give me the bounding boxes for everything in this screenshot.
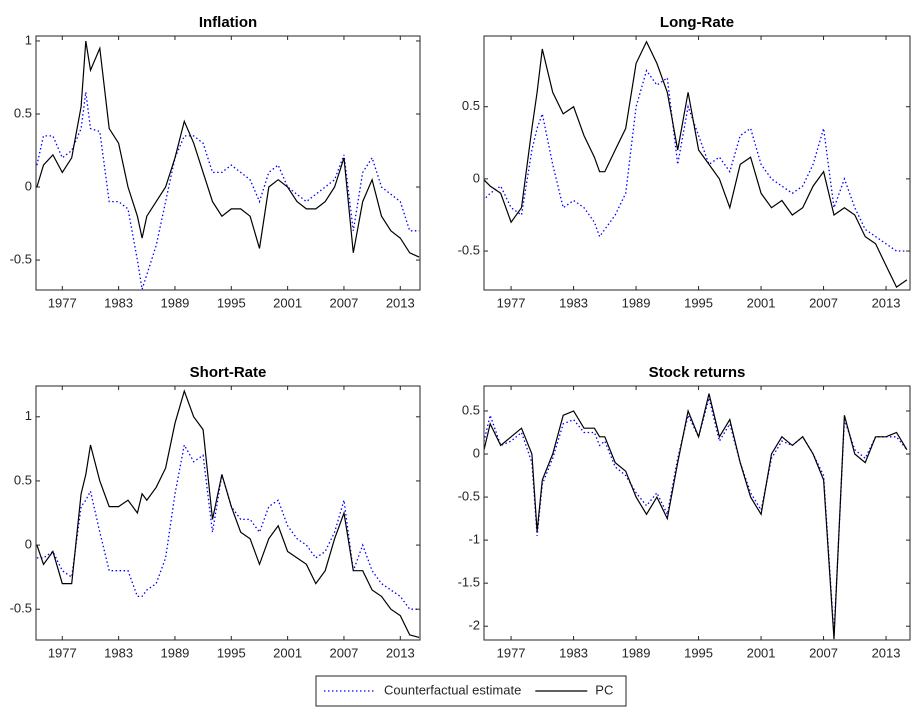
y-tick-label: 0.5 — [14, 105, 32, 120]
x-tick-label: 1983 — [104, 645, 133, 660]
y-tick-label: 0 — [473, 170, 480, 185]
x-tick-label: 2013 — [872, 645, 901, 660]
x-tick-label: 2013 — [386, 295, 415, 310]
x-tick-label: 2001 — [273, 645, 302, 660]
x-tick-label: 1989 — [622, 645, 651, 660]
x-tick-label: 1995 — [684, 295, 713, 310]
legend-label: Counterfactual estimate — [384, 682, 521, 697]
subplot-title: Long-Rate — [660, 14, 734, 31]
plot-frame — [483, 35, 911, 291]
x-tick-label: 2007 — [329, 645, 358, 660]
y-tick-label: 0.5 — [462, 98, 480, 113]
x-tick-label: 1983 — [559, 645, 588, 660]
plot-frame — [35, 35, 421, 291]
series-line — [484, 69, 907, 252]
x-tick-label: 1977 — [48, 645, 77, 660]
x-tick-label: 2007 — [329, 295, 358, 310]
y-tick-label: -1 — [468, 532, 480, 547]
plot-frame — [35, 385, 421, 641]
y-tick-label: 0 — [473, 445, 480, 460]
y-tick-label: 0 — [25, 537, 32, 552]
x-tick-label: 2013 — [872, 295, 901, 310]
subplot-title: Inflation — [199, 14, 257, 31]
x-tick-label: 1989 — [160, 295, 189, 310]
x-tick-label: 1977 — [48, 295, 77, 310]
x-tick-label: 2001 — [747, 295, 776, 310]
y-tick-label: 1 — [25, 32, 32, 47]
y-tick-label: 1 — [25, 408, 32, 423]
y-tick-label: -0.5 — [458, 489, 480, 504]
x-tick-label: 1983 — [104, 295, 133, 310]
series-line — [36, 443, 420, 610]
series-line — [36, 389, 420, 638]
legend-label: PC — [595, 682, 613, 697]
x-tick-label: 2001 — [273, 295, 302, 310]
x-tick-label: 1977 — [497, 295, 526, 310]
legend: Counterfactual estimate PC — [315, 675, 627, 707]
x-tick-label: 1989 — [622, 295, 651, 310]
x-tick-label: 2013 — [386, 645, 415, 660]
y-tick-label: -0.5 — [458, 242, 480, 257]
x-tick-label: 1995 — [217, 645, 246, 660]
y-tick-label: 0.5 — [14, 472, 32, 487]
series-line — [484, 393, 908, 640]
y-tick-label: -2 — [468, 618, 480, 633]
series-line — [36, 92, 420, 290]
subplot-title: Stock returns — [649, 364, 746, 381]
y-tick-label: -0.5 — [10, 601, 32, 616]
x-tick-label: 1995 — [217, 295, 246, 310]
x-tick-label: 1983 — [559, 295, 588, 310]
x-tick-label: 1995 — [684, 645, 713, 660]
y-tick-label: -1.5 — [458, 575, 480, 590]
series-line — [36, 40, 420, 258]
y-tick-label: 0.5 — [462, 402, 480, 417]
y-tick-label: -0.5 — [10, 251, 32, 266]
x-tick-label: 1977 — [497, 645, 526, 660]
x-tick-label: 2007 — [809, 295, 838, 310]
x-tick-label: 2007 — [809, 645, 838, 660]
series-line — [484, 40, 908, 288]
subplot-title: Short-Rate — [190, 364, 267, 381]
x-tick-label: 1989 — [160, 645, 189, 660]
x-tick-label: 2001 — [747, 645, 776, 660]
y-tick-label: 0 — [25, 178, 32, 193]
plot-frame — [483, 385, 911, 641]
